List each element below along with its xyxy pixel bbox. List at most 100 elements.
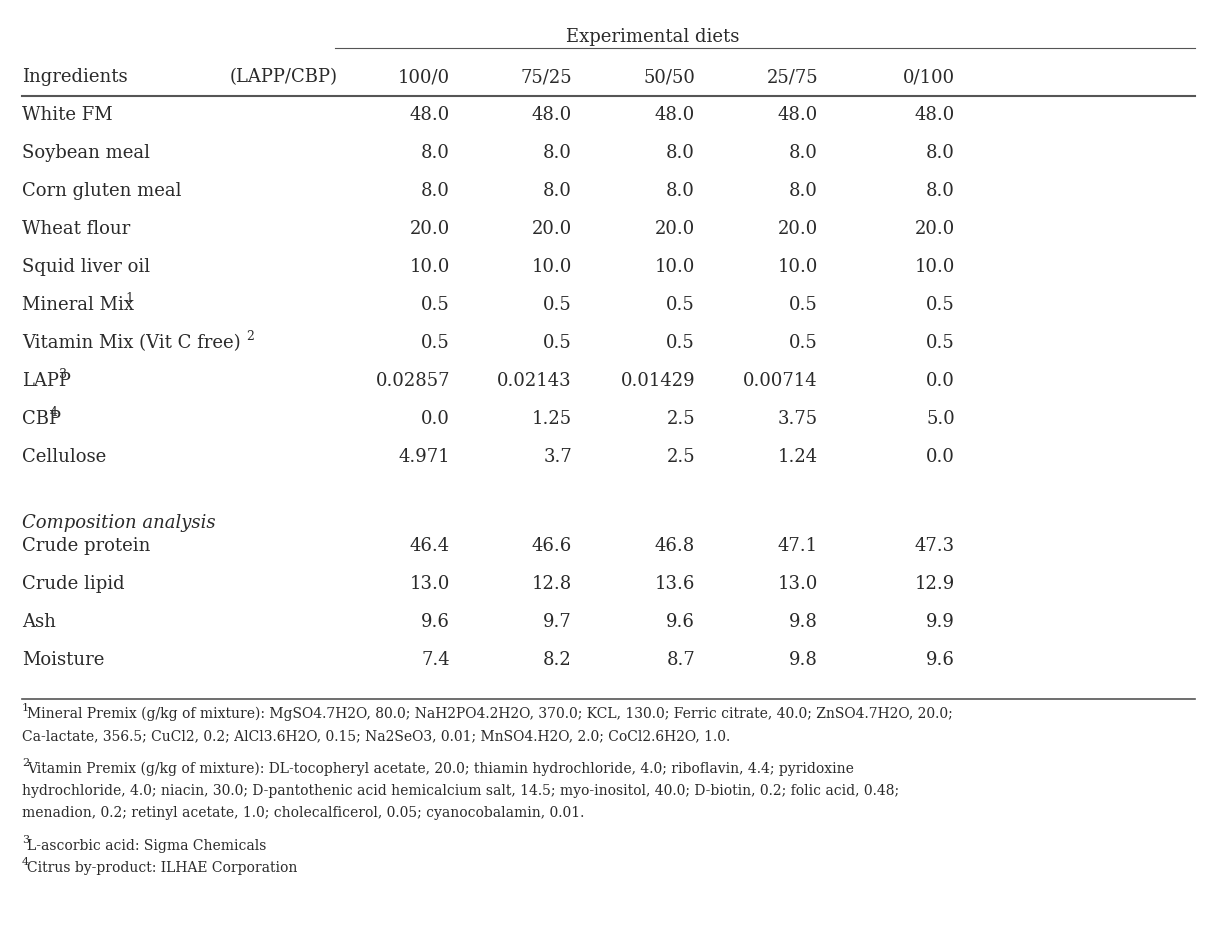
Text: 10.0: 10.0 xyxy=(778,258,818,276)
Text: 5.0: 5.0 xyxy=(926,410,954,428)
Text: 8.0: 8.0 xyxy=(421,144,450,162)
Text: 8.0: 8.0 xyxy=(789,182,818,200)
Text: 4: 4 xyxy=(22,856,29,867)
Text: 4.971: 4.971 xyxy=(399,448,450,466)
Text: 46.4: 46.4 xyxy=(410,536,450,555)
Text: 48.0: 48.0 xyxy=(778,106,818,124)
Text: 2: 2 xyxy=(246,330,255,343)
Text: Cellulose: Cellulose xyxy=(22,448,106,466)
Text: 0.5: 0.5 xyxy=(544,334,572,352)
Text: 46.6: 46.6 xyxy=(531,536,572,555)
Text: 10.0: 10.0 xyxy=(410,258,450,276)
Text: 46.8: 46.8 xyxy=(655,536,695,555)
Text: 7.4: 7.4 xyxy=(422,651,450,669)
Text: 8.0: 8.0 xyxy=(789,144,818,162)
Text: 9.6: 9.6 xyxy=(666,613,695,631)
Text: Ca-lactate, 356.5; CuCl2, 0.2; AlCl3.6H2O, 0.15; Na2SeO3, 0.01; MnSO4.H2O, 2.0; : Ca-lactate, 356.5; CuCl2, 0.2; AlCl3.6H2… xyxy=(22,729,730,743)
Text: 8.2: 8.2 xyxy=(544,651,572,669)
Text: 0.0: 0.0 xyxy=(926,372,954,390)
Text: 1: 1 xyxy=(22,703,29,713)
Text: 2.5: 2.5 xyxy=(667,448,695,466)
Text: 20.0: 20.0 xyxy=(655,220,695,238)
Text: 0.01429: 0.01429 xyxy=(620,372,695,390)
Text: 0.5: 0.5 xyxy=(789,296,818,314)
Text: Crude protein: Crude protein xyxy=(22,536,150,555)
Text: 47.1: 47.1 xyxy=(778,536,818,555)
Text: 1: 1 xyxy=(126,292,133,305)
Text: 1.25: 1.25 xyxy=(531,410,572,428)
Text: 0.02857: 0.02857 xyxy=(375,372,450,390)
Text: 0.0: 0.0 xyxy=(926,448,954,466)
Text: 10.0: 10.0 xyxy=(655,258,695,276)
Text: 2: 2 xyxy=(22,758,29,768)
Text: 10.0: 10.0 xyxy=(914,258,954,276)
Text: White FM: White FM xyxy=(22,106,112,124)
Text: (LAPP/CBP): (LAPP/CBP) xyxy=(230,68,338,86)
Text: 0.5: 0.5 xyxy=(926,296,954,314)
Text: 0.00714: 0.00714 xyxy=(744,372,818,390)
Text: Soybean meal: Soybean meal xyxy=(22,144,150,162)
Text: 3: 3 xyxy=(22,835,29,844)
Text: Ash: Ash xyxy=(22,613,56,631)
Text: Citrus by-product: ILHAE Corporation: Citrus by-product: ILHAE Corporation xyxy=(27,861,297,875)
Text: 0/100: 0/100 xyxy=(903,68,954,86)
Text: 13.6: 13.6 xyxy=(655,575,695,592)
Text: 9.7: 9.7 xyxy=(544,613,572,631)
Text: LAPP: LAPP xyxy=(22,372,71,390)
Text: 48.0: 48.0 xyxy=(655,106,695,124)
Text: 1.24: 1.24 xyxy=(778,448,818,466)
Text: Corn gluten meal: Corn gluten meal xyxy=(22,182,182,200)
Text: 48.0: 48.0 xyxy=(410,106,450,124)
Text: 3.75: 3.75 xyxy=(778,410,818,428)
Text: 8.0: 8.0 xyxy=(544,144,572,162)
Text: L-ascorbic acid: Sigma Chemicals: L-ascorbic acid: Sigma Chemicals xyxy=(27,839,267,853)
Text: Crude lipid: Crude lipid xyxy=(22,575,124,592)
Text: 0.0: 0.0 xyxy=(421,410,450,428)
Text: 9.6: 9.6 xyxy=(421,613,450,631)
Text: menadion, 0.2; retinyl acetate, 1.0; cholecalficerol, 0.05; cyanocobalamin, 0.01: menadion, 0.2; retinyl acetate, 1.0; cho… xyxy=(22,806,584,820)
Text: 8.0: 8.0 xyxy=(666,144,695,162)
Text: 48.0: 48.0 xyxy=(531,106,572,124)
Text: Moisture: Moisture xyxy=(22,651,105,669)
Text: 0.5: 0.5 xyxy=(667,296,695,314)
Text: 4: 4 xyxy=(50,406,59,419)
Text: Composition analysis: Composition analysis xyxy=(22,514,216,532)
Text: 13.0: 13.0 xyxy=(778,575,818,592)
Text: 8.7: 8.7 xyxy=(667,651,695,669)
Text: Vitamin Mix (Vit C free): Vitamin Mix (Vit C free) xyxy=(22,334,240,352)
Text: 0.5: 0.5 xyxy=(422,296,450,314)
Text: hydrochloride, 4.0; niacin, 30.0; D-pantothenic acid hemicalcium salt, 14.5; myo: hydrochloride, 4.0; niacin, 30.0; D-pant… xyxy=(22,784,900,798)
Text: 8.0: 8.0 xyxy=(926,182,954,200)
Text: 0.5: 0.5 xyxy=(544,296,572,314)
Text: 12.8: 12.8 xyxy=(531,575,572,592)
Text: 20.0: 20.0 xyxy=(531,220,572,238)
Text: 20.0: 20.0 xyxy=(410,220,450,238)
Text: 13.0: 13.0 xyxy=(410,575,450,592)
Text: 8.0: 8.0 xyxy=(421,182,450,200)
Text: 50/50: 50/50 xyxy=(644,68,695,86)
Text: Mineral Mix: Mineral Mix xyxy=(22,296,134,314)
Text: Wheat flour: Wheat flour xyxy=(22,220,130,238)
Text: 9.9: 9.9 xyxy=(926,613,954,631)
Text: 0.5: 0.5 xyxy=(667,334,695,352)
Text: Vitamin Premix (g/kg of mixture): DL-tocopheryl acetate, 20.0; thiamin hydrochlo: Vitamin Premix (g/kg of mixture): DL-toc… xyxy=(27,762,855,776)
Text: Squid liver oil: Squid liver oil xyxy=(22,258,150,276)
Text: 8.0: 8.0 xyxy=(544,182,572,200)
Text: 20.0: 20.0 xyxy=(914,220,954,238)
Text: 3: 3 xyxy=(60,368,67,381)
Text: 8.0: 8.0 xyxy=(926,144,954,162)
Text: 20.0: 20.0 xyxy=(778,220,818,238)
Text: Experimental diets: Experimental diets xyxy=(566,28,739,46)
Text: 9.6: 9.6 xyxy=(926,651,954,669)
Text: 0.02143: 0.02143 xyxy=(497,372,572,390)
Text: 2.5: 2.5 xyxy=(667,410,695,428)
Text: 9.8: 9.8 xyxy=(789,651,818,669)
Text: CBP: CBP xyxy=(22,410,61,428)
Text: 0.5: 0.5 xyxy=(926,334,954,352)
Text: 9.8: 9.8 xyxy=(789,613,818,631)
Text: 0.5: 0.5 xyxy=(422,334,450,352)
Text: 47.3: 47.3 xyxy=(915,536,954,555)
Text: 8.0: 8.0 xyxy=(666,182,695,200)
Text: 12.9: 12.9 xyxy=(914,575,954,592)
Text: 75/25: 75/25 xyxy=(521,68,572,86)
